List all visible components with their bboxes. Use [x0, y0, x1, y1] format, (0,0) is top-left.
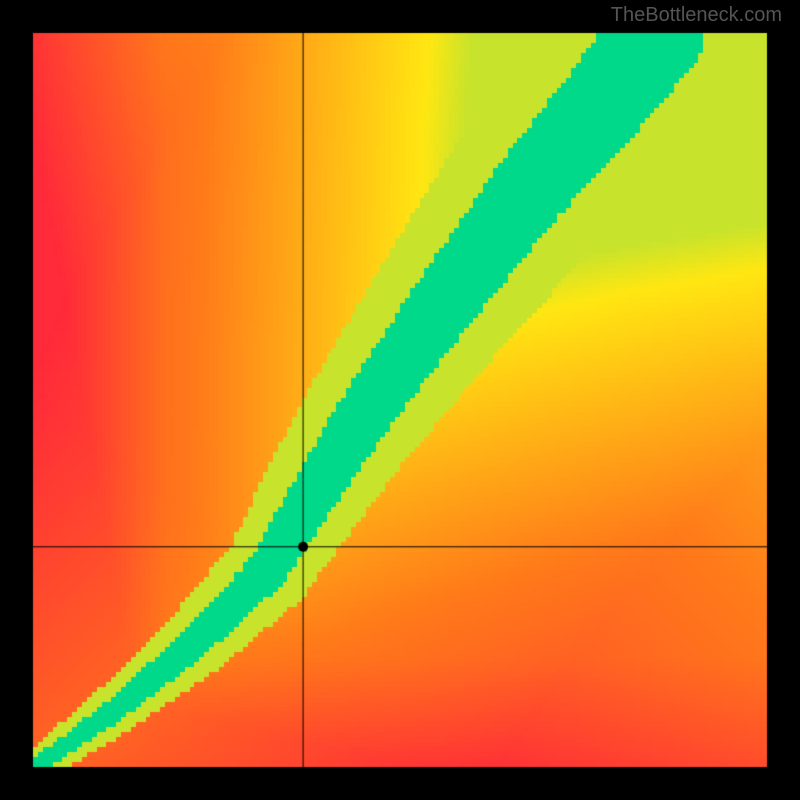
watermark-text: TheBottleneck.com [611, 4, 782, 27]
bottleneck-heatmap-canvas [0, 0, 800, 800]
